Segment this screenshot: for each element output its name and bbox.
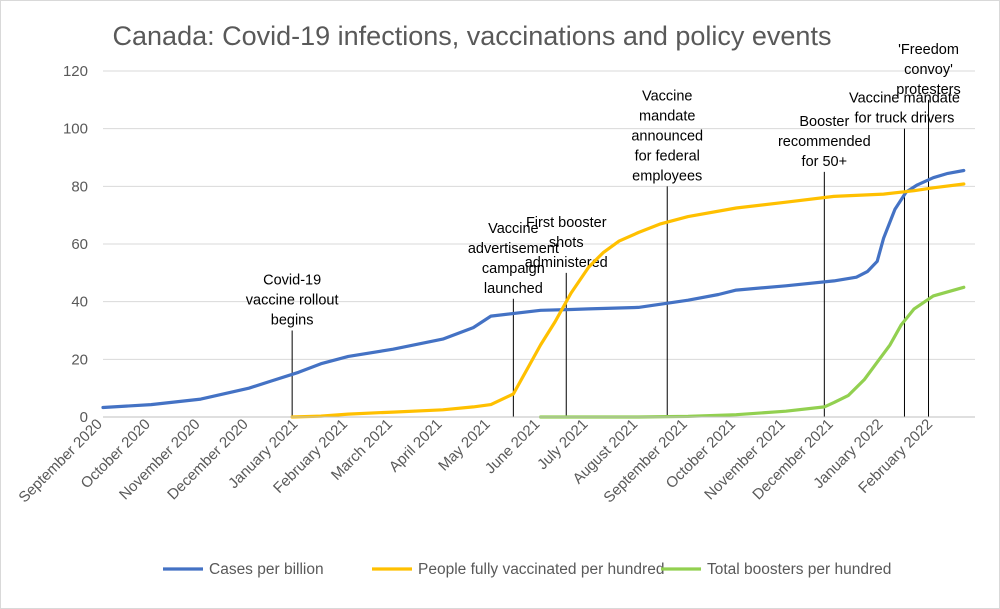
x-tick-label: September 2020 bbox=[15, 416, 105, 506]
annotation-label: 'Freedom bbox=[898, 42, 959, 58]
annotation-label: vaccine rollout bbox=[246, 293, 339, 309]
y-tick-label: 0 bbox=[80, 409, 88, 426]
annotation-label: Vaccine bbox=[642, 88, 693, 104]
annotation-label: administered bbox=[525, 255, 608, 271]
chart-title: Canada: Covid-19 infections, vaccination… bbox=[113, 21, 832, 51]
legend-label: People fully vaccinated per hundred bbox=[418, 561, 664, 578]
series-lines bbox=[101, 168, 966, 419]
annotation-label: Covid-19 bbox=[263, 273, 321, 289]
x-tick-label: September 2021 bbox=[600, 416, 690, 506]
annotation-label: launched bbox=[484, 281, 543, 297]
annotation-label: Vaccine mandate bbox=[849, 91, 960, 107]
annotation-label: Booster bbox=[799, 114, 849, 130]
annotation-label: for truck drivers bbox=[855, 111, 955, 127]
x-tick-label: April 2021 bbox=[386, 416, 446, 476]
annotation-label: mandate bbox=[639, 108, 695, 124]
series-line bbox=[101, 168, 966, 410]
y-tick-label: 60 bbox=[71, 236, 88, 253]
annotation-label: begins bbox=[271, 313, 314, 329]
annotation-label: for 50+ bbox=[802, 154, 848, 170]
y-tick-label: 20 bbox=[71, 351, 88, 368]
y-tick-label: 100 bbox=[63, 121, 88, 138]
annotation-label: campaign bbox=[482, 261, 545, 277]
annotation-label: employees bbox=[632, 168, 702, 184]
annotation-label: convoy' bbox=[904, 62, 953, 78]
annotation-label: announced bbox=[631, 128, 703, 144]
gridlines bbox=[103, 70, 975, 360]
y-tick-label: 40 bbox=[71, 294, 88, 311]
series-line bbox=[290, 182, 966, 419]
annotation-label: recommended bbox=[778, 134, 871, 150]
annotation-label: Vaccine bbox=[488, 221, 539, 237]
y-tick-label: 120 bbox=[63, 63, 88, 80]
annotation-label: for federal bbox=[635, 148, 700, 164]
y-tick-label: 80 bbox=[71, 178, 88, 195]
annotations: Covid-19 vaccine rollout begins Vaccine adve… bbox=[246, 42, 961, 417]
annotation-label: First booster bbox=[526, 215, 607, 231]
legend-label: Cases per billion bbox=[209, 561, 324, 578]
legend: Cases per billion People fully vaccinated… bbox=[163, 561, 891, 578]
annotation-label: advertisement bbox=[468, 241, 559, 257]
legend-label: Total boosters per hundred bbox=[707, 561, 891, 578]
annotation-label: shots bbox=[549, 235, 584, 251]
y-axis: 0 20 40 60 80 100 120 bbox=[63, 63, 88, 426]
annotation-label: protesters bbox=[896, 82, 960, 98]
x-tick-label: June 2021 bbox=[482, 416, 544, 478]
series-line bbox=[538, 285, 966, 419]
